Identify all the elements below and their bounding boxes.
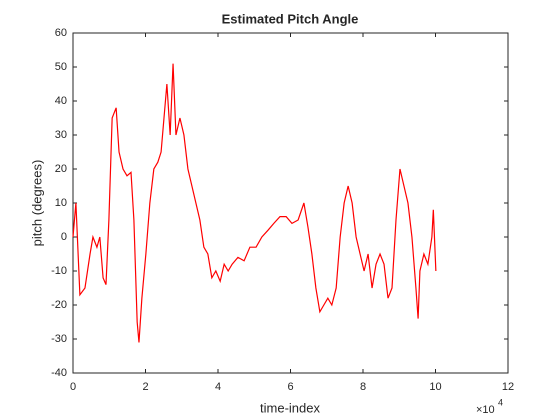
- x-tick-label: 12: [502, 381, 514, 393]
- y-tick-label: 60: [55, 27, 67, 39]
- y-tick-label: -40: [51, 367, 67, 379]
- x-tick-label: 2: [142, 381, 148, 393]
- y-tick-label: -30: [51, 333, 67, 345]
- y-tick-label: 10: [55, 197, 67, 209]
- x-tick-label: 4: [215, 381, 221, 393]
- y-tick-label: 50: [55, 61, 67, 73]
- y-axis-label: pitch (degrees): [29, 160, 44, 247]
- y-tick-label: -10: [51, 265, 67, 277]
- x-tick-label: 0: [70, 381, 76, 393]
- x-multiplier-exponent: 4: [498, 397, 503, 407]
- y-tick-label: 30: [55, 129, 67, 141]
- x-tick-label: 6: [287, 381, 293, 393]
- x-tick-label: 8: [360, 381, 366, 393]
- line-series: [72, 63, 437, 343]
- plot-area: [72, 32, 509, 374]
- y-tick-label: 0: [61, 231, 67, 243]
- y-tick-label: 40: [55, 95, 67, 107]
- x-multiplier-base: ×10: [476, 404, 495, 416]
- chart-title: Estimated Pitch Angle: [222, 11, 359, 26]
- x-tick-label: 10: [429, 381, 441, 393]
- y-tick-label: -20: [51, 299, 67, 311]
- x-axis-label: time-index: [260, 400, 320, 415]
- y-tick-label: 20: [55, 163, 67, 175]
